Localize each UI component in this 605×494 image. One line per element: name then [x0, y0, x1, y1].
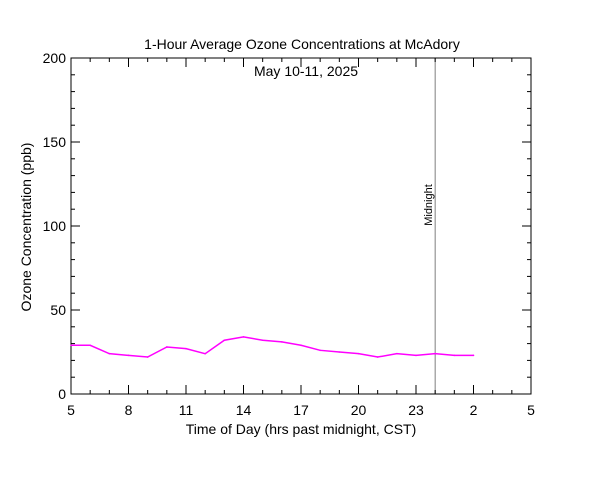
- y-tick-labels: 0 50 100 150 200: [43, 50, 67, 402]
- y-tick-label: 50: [50, 302, 66, 318]
- data-point: [70, 344, 72, 347]
- data-point: [185, 347, 187, 350]
- axis-ticks: [70, 57, 532, 395]
- x-axis-label: Time of Day (hrs past midnight, CST): [186, 421, 417, 437]
- x-tick-labels: 5 8 11 14 17 20 23 2 5: [67, 402, 535, 418]
- data-point: [338, 351, 341, 353]
- data-point: [281, 341, 283, 343]
- data-point: [166, 346, 168, 348]
- data-point: [434, 352, 436, 355]
- y-tick-label: 150: [43, 134, 67, 150]
- midnight-label: Midnight: [423, 184, 435, 226]
- x-tick-label: 5: [527, 402, 535, 418]
- x-tick-label: 11: [179, 402, 194, 418]
- data-point: [89, 344, 91, 347]
- series-layer: [70, 336, 475, 358]
- midnight-marker-layer: Midnight: [423, 58, 436, 394]
- data-point: [204, 352, 206, 355]
- data-point: [146, 356, 149, 358]
- data-point: [472, 354, 475, 357]
- data-point: [242, 336, 245, 338]
- y-axis-label: Ozone Concentration (ppb): [18, 143, 34, 312]
- series-line: [71, 336, 474, 358]
- y-tick-label: 200: [43, 50, 67, 66]
- data-point: [300, 344, 302, 347]
- x-tick-label: 5: [67, 402, 75, 418]
- y-tick-label: 0: [58, 386, 66, 402]
- data-point: [261, 339, 264, 342]
- data-point: [376, 356, 379, 358]
- data-point: [415, 354, 417, 357]
- data-point: [453, 354, 456, 357]
- chart-title: 1-Hour Average Ozone Concentrations at M…: [144, 36, 460, 52]
- data-point: [319, 349, 321, 352]
- x-tick-label: 14: [236, 402, 252, 418]
- data-point: [108, 352, 111, 355]
- data-point: [396, 352, 398, 355]
- data-point: [127, 354, 130, 357]
- x-tick-label: 8: [125, 402, 133, 418]
- chart-subtitle: May 10-11, 2025: [254, 63, 358, 79]
- x-tick-label: 23: [408, 402, 424, 418]
- x-tick-label: 20: [351, 402, 367, 418]
- x-tick-label: 17: [293, 402, 309, 418]
- y-tick-label: 100: [43, 218, 67, 234]
- x-tick-label: 2: [470, 402, 478, 418]
- data-point: [223, 339, 226, 342]
- data-point: [357, 352, 360, 355]
